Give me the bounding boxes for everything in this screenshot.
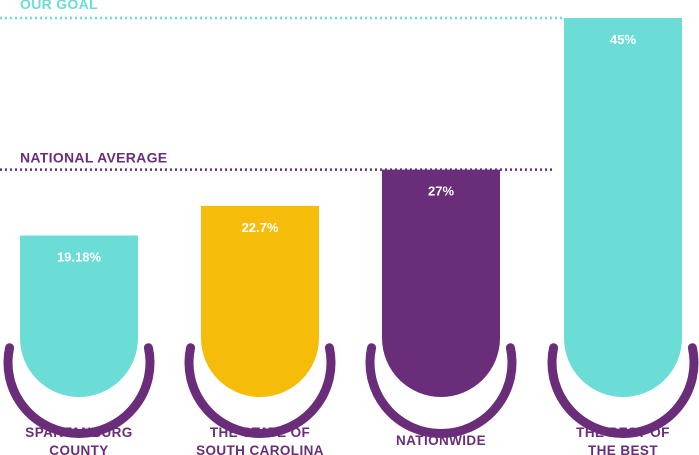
bar-value-label: 45% (610, 32, 636, 47)
reference-lines: OUR GOAL NATIONAL AVERAGE (0, 0, 564, 171)
bar-value-label: 27% (428, 184, 454, 199)
bar-value-label: 19.18% (57, 249, 102, 264)
goal-label: OUR GOAL (20, 0, 98, 12)
category-label: THE STATE OF (210, 425, 310, 440)
bar (382, 169, 500, 397)
bar-ring (184, 343, 336, 438)
category-label: THE BEST OF (576, 425, 670, 440)
bar-ring (365, 343, 517, 438)
category-label: COUNTY (49, 443, 108, 455)
bar-rings (3, 343, 699, 438)
category-label: NATIONWIDE (396, 433, 486, 448)
bar (564, 18, 682, 397)
category-labels: SPARTANBURG COUNTY THE STATE OF SOUTH CAROL… (25, 425, 670, 455)
category-label: SPARTANBURG (25, 425, 132, 440)
bar (20, 235, 138, 397)
bars: 19.18% 22.7% 27% 45% (20, 18, 682, 397)
national-average-label: NATIONAL AVERAGE (20, 150, 167, 166)
bar (201, 205, 319, 397)
category-label: SOUTH CAROLINA (196, 443, 324, 455)
bar-ring (547, 343, 699, 438)
bar-value-label: 22.7% (242, 220, 279, 235)
bar-ring (3, 343, 155, 438)
category-label: THE BEST (588, 443, 658, 455)
